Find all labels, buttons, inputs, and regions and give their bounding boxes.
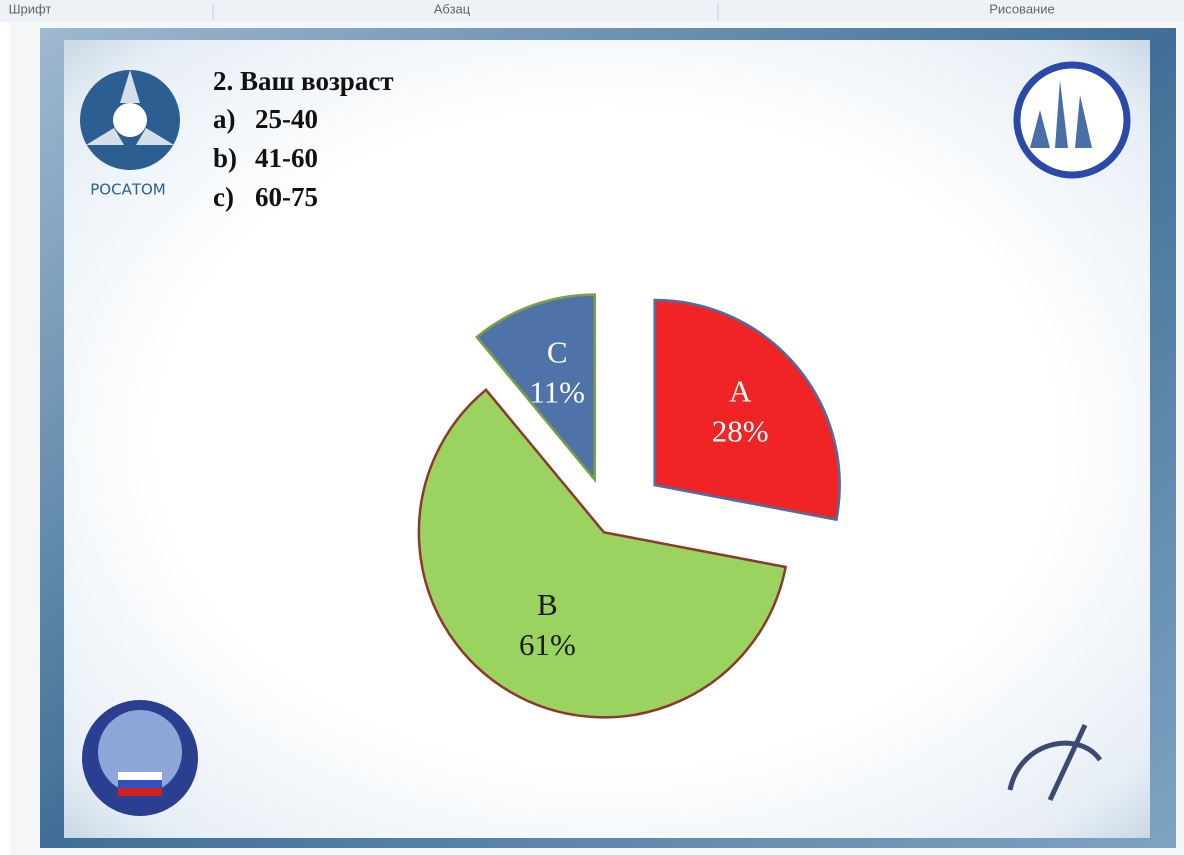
slice-label: 11% (529, 374, 585, 409)
slice-category: C (547, 334, 568, 369)
option-text: 25-40 (255, 104, 318, 134)
slice-label: 28% (712, 413, 769, 448)
slice-category: A (729, 373, 752, 408)
screen: Шрифт Абзац Рисование РОСАТОМ 2. Ваш воз… (0, 0, 1184, 855)
slice-label: 61% (519, 627, 576, 662)
option-letter: a) (213, 104, 236, 134)
option-text: 41-60 (255, 143, 318, 173)
toolbar-group[interactable]: Рисование (989, 1, 1054, 16)
emblem-logo (1017, 65, 1127, 175)
question-title: 2. Ваш возраст (213, 66, 394, 96)
logo-text: РОСАТОМ (90, 181, 166, 199)
option-letter: b) (213, 143, 237, 173)
toolbar-group[interactable]: Абзац (434, 1, 471, 16)
option-text: 60-75 (255, 182, 318, 212)
page: Шрифт Абзац Рисование РОСАТОМ 2. Ваш воз… (0, 0, 1184, 855)
mei-logo (82, 700, 198, 816)
option-letter: c) (213, 182, 234, 212)
slice-category: B (537, 587, 558, 622)
toolbar-group[interactable]: Шрифт (9, 1, 52, 16)
